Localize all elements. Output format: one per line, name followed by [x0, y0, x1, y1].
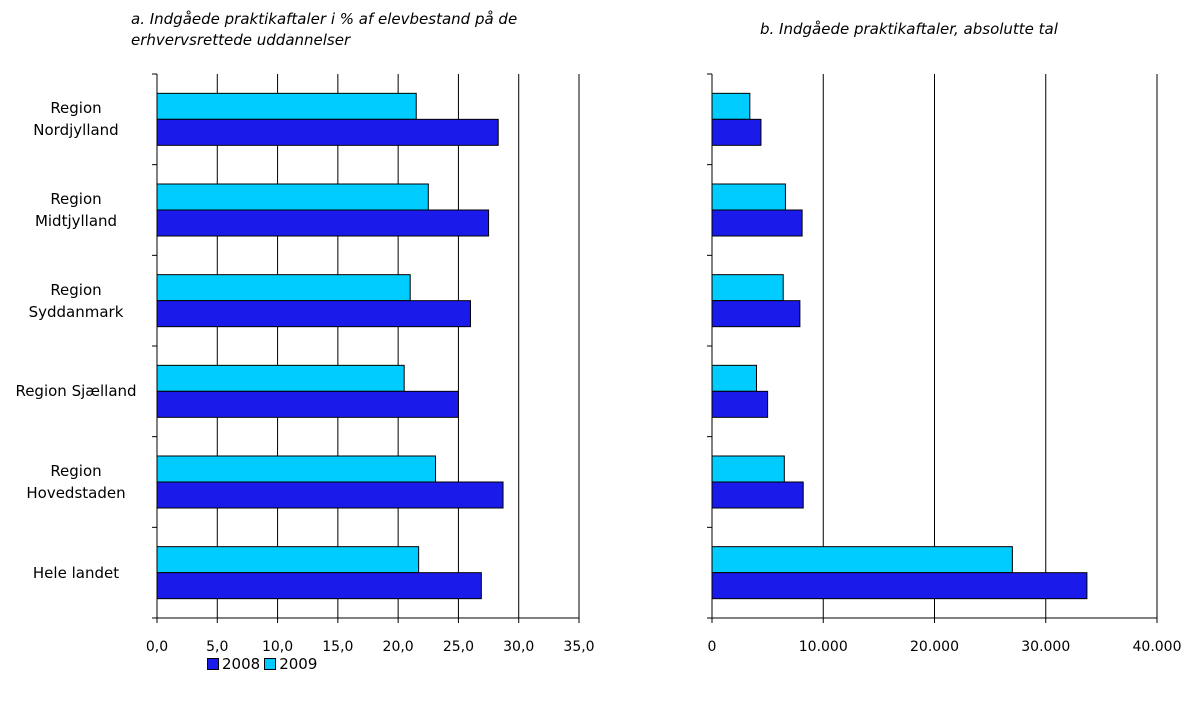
chart-a-x-tick-label: 30,0 [503, 639, 534, 655]
chart-b-title: b. Indgåede praktikaftaler, absolutte ta… [760, 20, 1058, 38]
chart-b-bar-2009-1 [711, 183, 786, 211]
legend-label-2009: 2009 [279, 655, 318, 673]
chart-b-bar-2009-2 [711, 274, 784, 302]
chart-a-x-tick-label: 25,0 [443, 639, 474, 655]
chart-a: 0,0 5,0 10,0 15,0 20,0 25,0 30,0 35,0 [146, 73, 595, 655]
category-label-line: Hele landet [32, 563, 120, 582]
legend: 2008 2009 [207, 655, 321, 673]
chart-a-x-tick-label: 20,0 [383, 639, 414, 655]
chart-a-bar-2008-5 [156, 572, 482, 600]
legend-swatch-2009 [264, 658, 277, 670]
legend-item-2008: 2008 [207, 655, 260, 673]
category-label-line: Region Sjælland [15, 382, 137, 401]
chart-b-bar-2009-5 [711, 546, 1013, 574]
chart-a-x-tick-label: 5,0 [206, 639, 228, 655]
category-label-line: Hovedstaden [26, 484, 126, 502]
category-label-line: Region [50, 280, 102, 299]
legend-label-2008: 2008 [222, 655, 261, 673]
chart-a-bar-2008-2 [156, 300, 471, 328]
chart-a-x-tick-label: 0,0 [146, 639, 168, 655]
chart-b-x-tick-label: 40.000 [1133, 639, 1182, 655]
category-label: Region Nordjylland [8, 97, 144, 141]
chart-b-x-tick-label: 20.000 [910, 639, 959, 655]
chart-b-bar-2008-2 [711, 300, 801, 328]
chart-b-bar-2008-4 [711, 481, 804, 509]
chart-a-bar-2009-5 [156, 546, 420, 574]
chart-b-bar-2009-0 [711, 92, 751, 120]
category-label-line: Nordjylland [33, 121, 119, 140]
category-label: Hele landet [8, 562, 144, 584]
category-label: Region Hovedstaden [8, 460, 144, 504]
chart-a-x-tick-label: 10,0 [262, 639, 293, 655]
chart-a-bar-2008-4 [156, 481, 504, 509]
chart-a-bar-2009-2 [156, 274, 411, 302]
chart-b-bar-2008-3 [711, 390, 769, 418]
legend-swatch-2008 [207, 658, 219, 670]
chart-a-title: a. Indgåede praktikaftaler i % af elevbe… [131, 10, 518, 49]
chart-a-bar-2009-0 [156, 92, 417, 120]
chart-b-x-tick-label: 10.000 [799, 639, 848, 655]
category-label-line: Syddanmark [28, 302, 124, 321]
category-label-line: Midtjylland [34, 212, 118, 230]
chart-b-bar-2008-1 [711, 209, 803, 237]
category-label: Region Sjælland [8, 380, 144, 402]
chart-b-bar-2008-5 [711, 572, 1088, 600]
chart-a-bar-2008-0 [156, 118, 499, 146]
legend-item-2009: 2009 [264, 655, 317, 673]
chart-a-bar-2009-3 [156, 364, 405, 392]
chart-a-x-tick-label: 35,0 [563, 639, 594, 655]
chart-b-x-tick-label: 30.000 [1021, 639, 1070, 655]
chart-a-bar-2009-1 [156, 183, 429, 211]
category-label-line: Region [50, 99, 102, 118]
chart-b-bar-2008-0 [711, 118, 762, 146]
chart-b-x-tick-label: 0 [708, 639, 717, 655]
category-label: Region Midtjylland [8, 188, 144, 232]
category-label: Region Syddanmark [8, 279, 144, 323]
category-label-line: Region [50, 462, 102, 480]
chart-b: 0 10.000 20.000 30.000 40.000 [707, 73, 1182, 655]
chart-a-bar-2009-4 [156, 455, 437, 483]
chart-b-bar-2009-3 [711, 364, 757, 392]
chart-a-bar-2008-1 [156, 209, 490, 237]
chart-b-bar-2009-4 [711, 455, 785, 483]
category-label-line: Region [50, 190, 102, 208]
chart-a-bar-2008-3 [156, 390, 459, 418]
chart-a-x-tick-label: 15,0 [322, 639, 353, 655]
